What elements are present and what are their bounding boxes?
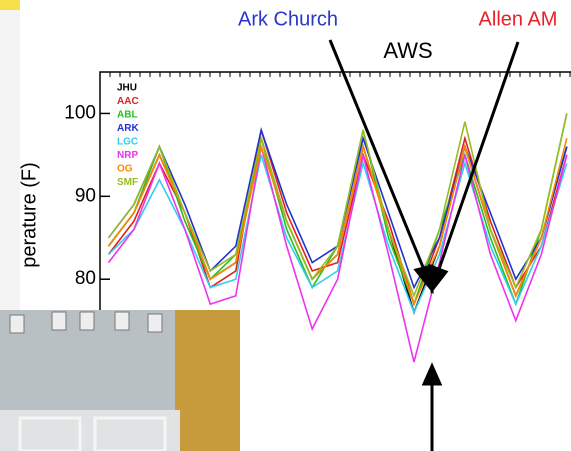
photo-frame [114, 311, 130, 331]
legend-entry: ARK [117, 123, 139, 134]
photo-frame [51, 311, 67, 331]
window-edge [0, 0, 20, 10]
arrow-head [421, 362, 443, 386]
photo-frame [79, 311, 95, 331]
y-tick-label: 100 [64, 102, 96, 123]
photo-overlay [0, 310, 240, 451]
y-tick-label: 90 [75, 185, 96, 206]
legend-entry: JHU [117, 83, 137, 94]
legend-entry: NRP [117, 150, 138, 161]
series-line [107, 138, 568, 315]
photo-frame [9, 314, 25, 334]
arrow-head [428, 263, 449, 294]
series-line [107, 113, 568, 299]
series-line [107, 146, 568, 363]
arrows [328, 39, 520, 451]
legend-entry: AAC [117, 96, 139, 107]
photo-door [175, 310, 240, 451]
photo-wainscot [0, 410, 180, 451]
legend-entry: ABL [117, 110, 138, 121]
photo-panel [93, 416, 167, 451]
arrow [328, 39, 427, 273]
annotation: Ark Church [238, 8, 338, 30]
photo-frame [147, 313, 163, 333]
y-axis-label: perature (F) [18, 162, 40, 268]
legend-entry: LGC [117, 137, 138, 148]
y-tick-label: 80 [75, 268, 96, 289]
window-edge [0, 10, 20, 310]
legend-entry: OG [117, 164, 133, 175]
annotation: AWS [383, 38, 432, 63]
annotation: Allen AM [479, 8, 558, 30]
photo-panel [18, 416, 82, 451]
legend-entry: SMF [117, 177, 138, 188]
arrow [436, 41, 520, 273]
